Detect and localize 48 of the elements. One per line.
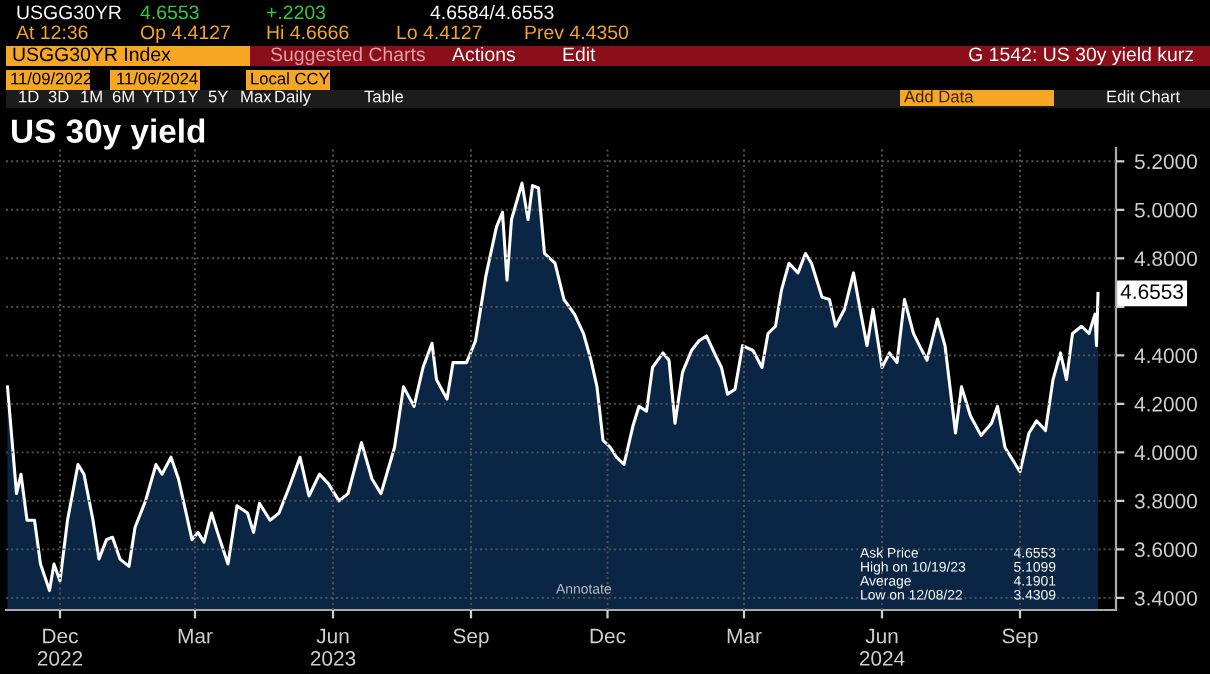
text: At 12:36 <box>16 25 88 40</box>
text: Lo 4.4127 <box>397 25 482 40</box>
text: 6M <box>112 90 134 103</box>
chart-title: US 30y yield <box>12 118 205 150</box>
text: 4.6553 <box>140 5 199 20</box>
text: Edit <box>563 46 596 62</box>
y-tick-label: 3.6000 <box>1134 542 1197 558</box>
x-tick-label: Jun 2024 <box>859 628 905 666</box>
y-tick-label: 4.2000 <box>1134 396 1197 412</box>
text: USGG30YR <box>17 5 121 20</box>
text: Add Data <box>904 90 974 103</box>
text: 1D <box>19 90 39 103</box>
text: Table <box>364 90 404 103</box>
x-tick-label: Jun 2023 <box>310 628 356 666</box>
text: Hi 4.6666 <box>267 24 349 40</box>
text: Local CCY <box>251 72 330 85</box>
y-tick-label: 4.8000 <box>1134 251 1197 267</box>
text: Max <box>241 90 272 103</box>
y-tick-label: 3.8000 <box>1134 493 1197 509</box>
text: 4.6584/4.6553 <box>430 4 554 20</box>
x-tick-label: Sep <box>453 628 489 648</box>
text: 11/06/2024 <box>117 72 198 85</box>
y-tick-label: 3.4000 <box>1134 590 1197 606</box>
text: Edit Chart <box>1107 90 1180 103</box>
text: Op 4.4127 <box>140 25 230 44</box>
x-tick-label: Dec 2022 <box>37 628 83 666</box>
text: G 1542: US 30y yield kurz <box>969 46 1194 66</box>
x-tick-label: Mar <box>178 628 213 644</box>
y-tick-label: 4.0000 <box>1134 445 1197 461</box>
text: Suggested Charts <box>270 46 425 66</box>
y-tick-label: 5.0000 <box>1134 202 1197 218</box>
x-tick-label: Mar <box>727 628 762 644</box>
text: YTD <box>142 90 175 103</box>
y-tick-label: 5.2000 <box>1134 154 1197 170</box>
text: USGG30YR Index <box>13 46 171 62</box>
x-tick-label: Dec <box>590 628 626 644</box>
annotation: 4.6553 <box>1120 284 1184 300</box>
text: 11/09/2022 <box>11 72 92 85</box>
text: 1M <box>81 90 102 103</box>
text: 5Y <box>208 90 229 103</box>
x-tick-label: Sep <box>1002 628 1038 648</box>
text: +.2203 <box>266 5 326 20</box>
text: Prev 4.4350 <box>525 25 629 40</box>
y-tick-label: 4.4000 <box>1134 348 1197 364</box>
text: 1Y <box>179 90 199 103</box>
text: Daily <box>275 90 312 106</box>
text: Actions <box>452 46 516 62</box>
text: 3D <box>48 90 69 103</box>
